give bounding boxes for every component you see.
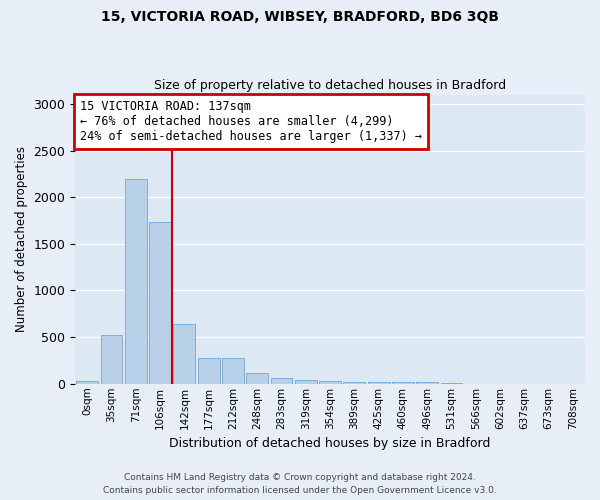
Bar [101, 335, 122, 384]
Bar [247, 372, 268, 384]
Y-axis label: Number of detached properties: Number of detached properties [15, 146, 28, 332]
Bar [76, 381, 98, 384]
Bar [149, 222, 171, 384]
Text: Contains HM Land Registry data © Crown copyright and database right 2024.
Contai: Contains HM Land Registry data © Crown c… [103, 474, 497, 495]
Bar [319, 382, 341, 384]
Bar [173, 324, 196, 384]
Bar [392, 382, 414, 384]
Bar [125, 180, 147, 384]
Bar [416, 382, 438, 384]
X-axis label: Distribution of detached houses by size in Bradford: Distribution of detached houses by size … [169, 437, 491, 450]
Bar [295, 380, 317, 384]
Bar [343, 382, 365, 384]
Bar [368, 382, 389, 384]
Bar [271, 378, 292, 384]
Text: 15, VICTORIA ROAD, WIBSEY, BRADFORD, BD6 3QB: 15, VICTORIA ROAD, WIBSEY, BRADFORD, BD6… [101, 10, 499, 24]
Text: 15 VICTORIA ROAD: 137sqm
← 76% of detached houses are smaller (4,299)
24% of sem: 15 VICTORIA ROAD: 137sqm ← 76% of detach… [80, 100, 422, 144]
Title: Size of property relative to detached houses in Bradford: Size of property relative to detached ho… [154, 79, 506, 92]
Bar [222, 358, 244, 384]
Bar [198, 358, 220, 384]
